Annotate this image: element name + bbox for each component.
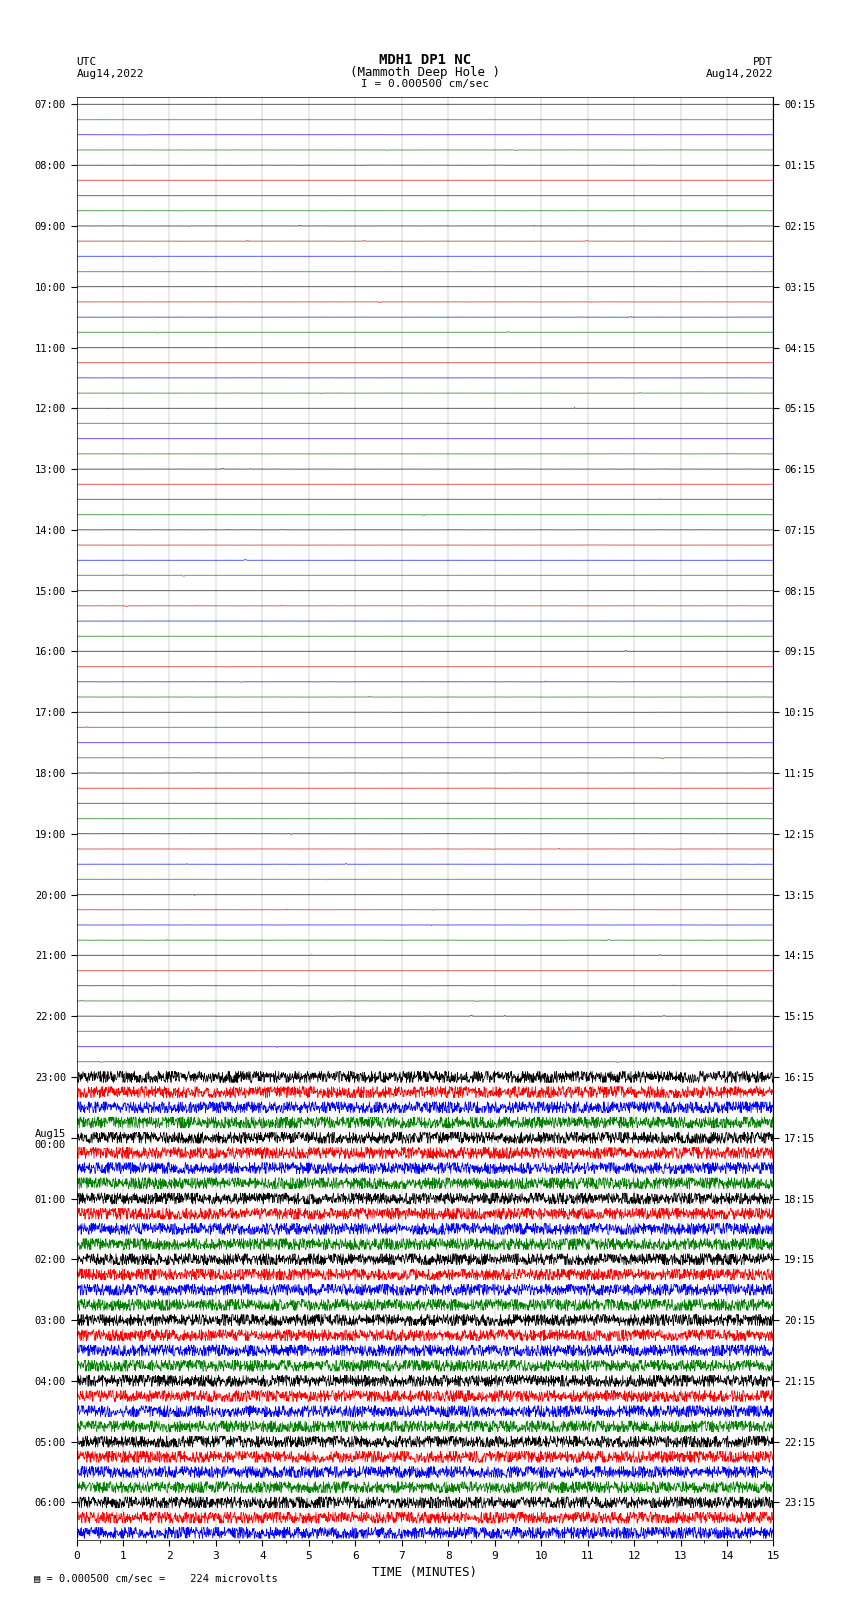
Text: Aug14,2022: Aug14,2022	[76, 69, 144, 79]
X-axis label: TIME (MINUTES): TIME (MINUTES)	[372, 1566, 478, 1579]
Text: MDH1 DP1 NC: MDH1 DP1 NC	[379, 53, 471, 66]
Text: UTC: UTC	[76, 56, 97, 66]
Text: PDT: PDT	[753, 56, 774, 66]
Text: ▤ = 0.000500 cm/sec =    224 microvolts: ▤ = 0.000500 cm/sec = 224 microvolts	[34, 1574, 278, 1584]
Text: Aug14,2022: Aug14,2022	[706, 69, 774, 79]
Text: I = 0.000500 cm/sec: I = 0.000500 cm/sec	[361, 79, 489, 89]
Text: (Mammoth Deep Hole ): (Mammoth Deep Hole )	[350, 66, 500, 79]
